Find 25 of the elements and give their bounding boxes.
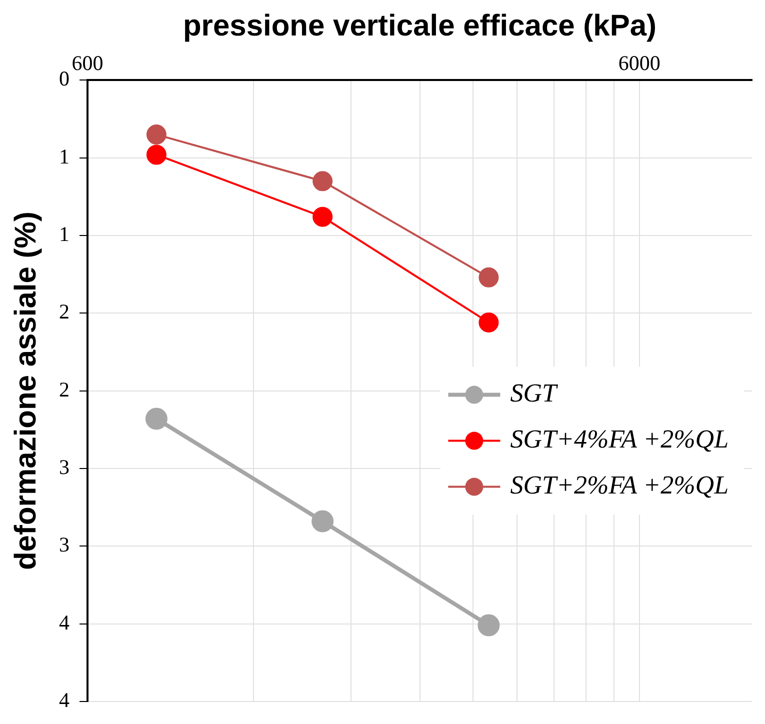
y-tick-label: 0 <box>59 66 70 91</box>
point <box>146 124 166 145</box>
legend-label: SGT+2%FA +2%QL <box>510 470 729 500</box>
y-tick-label: 1 <box>59 144 70 168</box>
y-axis-title: deformazione assiale (%) <box>9 212 42 570</box>
x-axis-title: pressione verticale efficace (kPa) <box>182 9 657 42</box>
point <box>478 267 499 288</box>
y-tick-label: 4 <box>59 610 70 634</box>
y-tick-label: 1 <box>59 222 70 246</box>
point <box>312 206 333 227</box>
point <box>478 614 500 636</box>
point <box>145 408 168 430</box>
point <box>146 144 166 165</box>
y-tick-label: 3 <box>59 454 70 479</box>
y-tick-label: 4 <box>59 688 70 712</box>
point <box>478 312 499 332</box>
legend-label: SGT <box>510 378 558 408</box>
y-tick-label: 3 <box>59 532 70 557</box>
point <box>312 510 334 532</box>
y-tick-label: 2 <box>59 300 70 324</box>
x-tick-label: 6000 <box>618 51 660 76</box>
legend-label: SGT+4%FA +2%QL <box>510 424 729 454</box>
x-tick-label: 600 <box>72 51 104 76</box>
y-tick-label: 2 <box>59 377 70 402</box>
point <box>312 171 333 192</box>
